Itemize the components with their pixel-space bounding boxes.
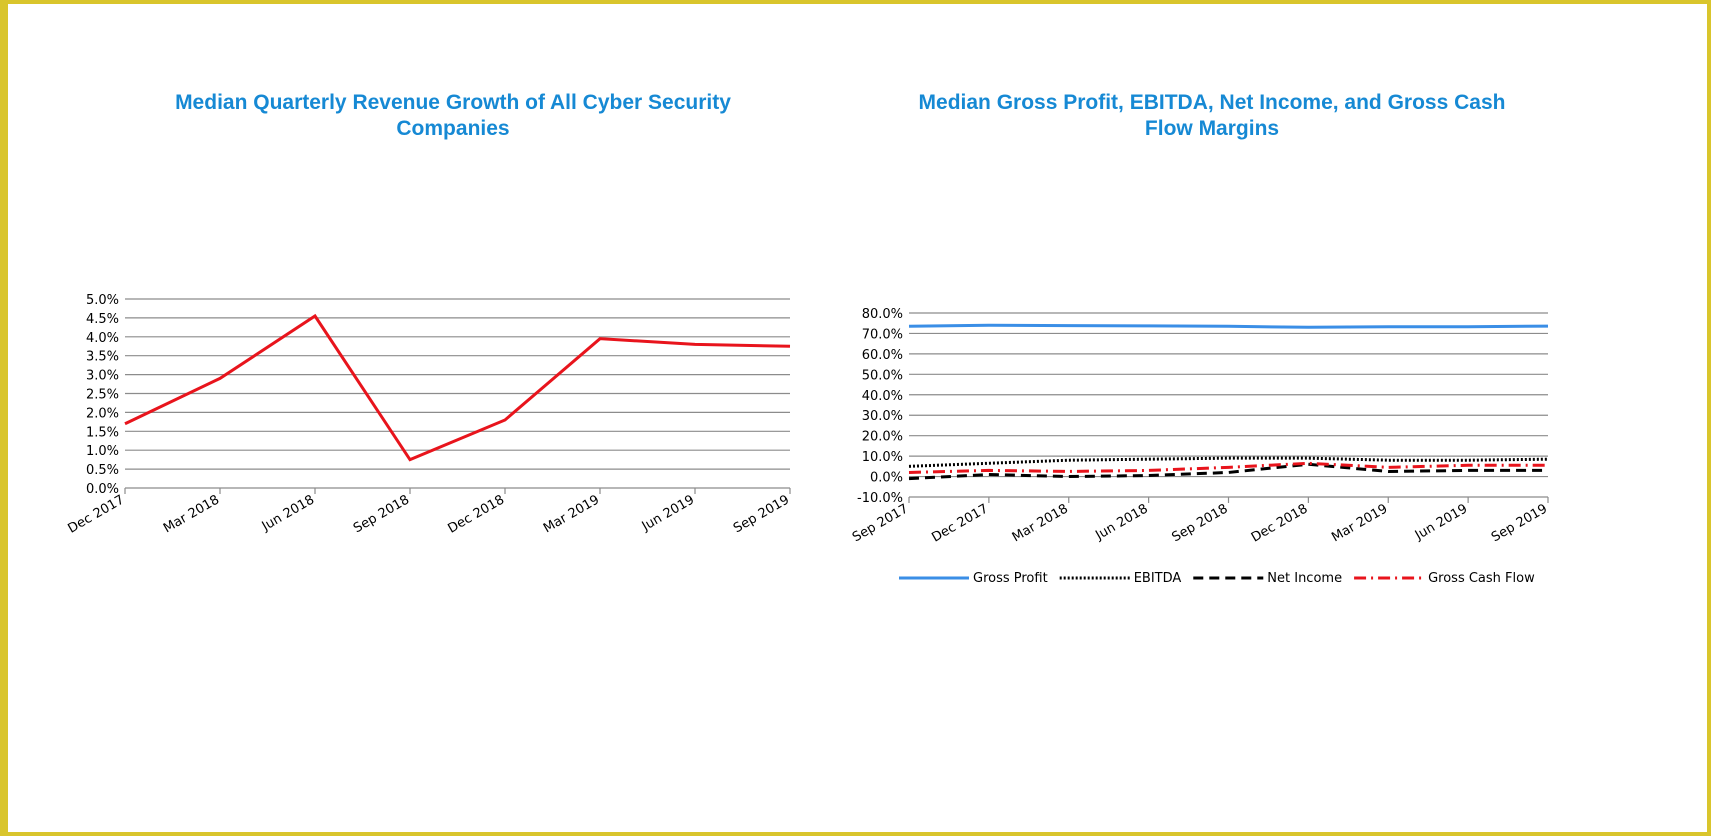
x-tick-label: Jun 2018 [1092, 501, 1150, 543]
y-tick-label: 5.0% [86, 293, 119, 308]
series-line [908, 462, 1548, 481]
x-tick-label: Sep 2018 [351, 492, 412, 536]
x-tick-label: Sep 2019 [731, 492, 792, 536]
x-tick-label: Dec 2018 [445, 492, 507, 536]
y-tick-label: 2.5% [86, 388, 119, 403]
y-tick-label: 0.5% [86, 463, 119, 478]
x-tick-label: Dec 2018 [1249, 501, 1311, 545]
series-line [124, 313, 791, 462]
y-tick-label: 80.0% [862, 307, 903, 322]
x-tick-label: Sep 2019 [1489, 501, 1550, 545]
y-tick-label: 40.0% [862, 389, 903, 404]
x-tick-label: Mar 2019 [1329, 501, 1390, 545]
y-tick-label: 3.0% [86, 369, 119, 384]
legend-label: Net Income [1267, 571, 1342, 586]
x-tick-label: Jun 2019 [639, 492, 697, 534]
legend-label: Gross Profit [973, 571, 1048, 586]
y-tick-label: 1.5% [86, 425, 119, 440]
chart-title: Median Gross Profit, EBITDA, Net Income,… [918, 91, 1506, 140]
x-tick-label: Jun 2019 [1412, 501, 1470, 543]
series-line [908, 456, 1549, 468]
y-tick-label: 50.0% [862, 368, 903, 383]
legend-label: Gross Cash Flow [1428, 571, 1535, 586]
x-tick-label: Dec 2017 [929, 501, 991, 545]
x-tick-label: Jun 2018 [259, 492, 317, 534]
y-tick-label: 10.0% [862, 450, 903, 465]
x-tick-label: Mar 2018 [161, 492, 222, 536]
charts: 0.0% 0.5% 1.0% 1.5% 2.0% 2.5% 3.0% 3.5% 4.0% 4.5%… [65, 293, 1550, 586]
y-tick-label: -10.0% [857, 491, 903, 506]
x-tick-label: Sep 2017 [850, 501, 911, 545]
x-tick-label: Mar 2018 [1010, 501, 1071, 545]
legend-label: EBITDA [1134, 571, 1182, 586]
y-tick-label: 60.0% [862, 348, 903, 363]
series-line [908, 323, 1549, 329]
x-tick-label: Dec 2017 [65, 492, 127, 536]
y-tick-label: 4.5% [86, 312, 119, 327]
y-tick-label: 70.0% [862, 327, 903, 342]
y-tick-label: 1.0% [86, 444, 119, 459]
y-tick-label: 3.5% [86, 350, 119, 365]
x-tick-label: Sep 2018 [1170, 501, 1231, 545]
chart-title: Median Quarterly Revenue Growth of All C… [175, 91, 731, 140]
y-tick-label: 30.0% [862, 409, 903, 424]
series-line [908, 461, 1548, 474]
y-tick-label: 0.0% [870, 471, 903, 486]
y-tick-label: 20.0% [862, 430, 903, 445]
x-tick-label: Mar 2019 [541, 492, 602, 536]
y-tick-label: 0.0% [86, 482, 119, 497]
y-tick-label: 4.0% [86, 331, 119, 346]
y-tick-label: 2.0% [86, 406, 119, 421]
